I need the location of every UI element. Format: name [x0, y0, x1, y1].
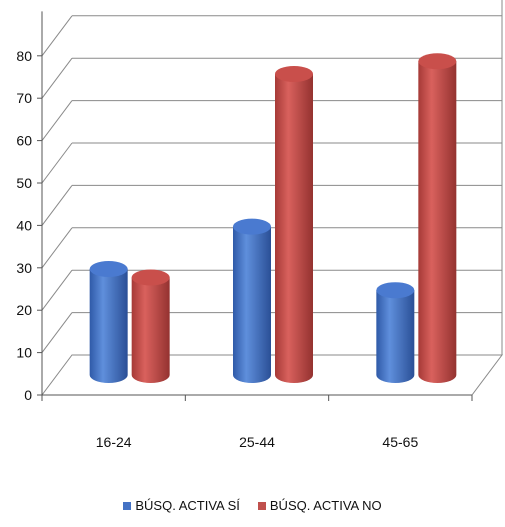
legend-swatch-no: [257, 501, 266, 510]
bars: [89, 53, 457, 384]
bar-25-44-si: [233, 218, 271, 383]
gridline-diag: [41, 269, 73, 311]
bar-body: [275, 73, 313, 384]
y-tick-labels: 0 10 20 30 40 50 60 70 80: [16, 48, 32, 403]
bar-body: [418, 61, 457, 384]
bar-45-65-no: [418, 53, 457, 384]
bar-top: [233, 218, 271, 235]
y-tick-label: 30: [16, 260, 32, 276]
gridline-diag: [41, 142, 73, 184]
bar-top: [418, 53, 457, 70]
bar-top: [376, 282, 415, 299]
bar-16-24-no: [131, 269, 170, 383]
y-tick-label: 0: [24, 387, 32, 403]
gridline-diag: [41, 57, 73, 99]
legend-item-si: BÚSQ. ACTIVA SÍ: [123, 498, 240, 513]
bar-body: [233, 226, 271, 383]
x-tick-label: 16-24: [96, 434, 132, 450]
y-tick-label: 20: [16, 302, 32, 318]
y-tick-label: 10: [16, 345, 32, 361]
gridline-diag: [41, 185, 73, 226]
legend-label-no: BÚSQ. ACTIVA NO: [269, 498, 382, 513]
y-tick-label: 60: [16, 133, 32, 149]
bar-25-44-no: [275, 65, 313, 384]
x-tick-label: 45-65: [382, 434, 418, 450]
legend-swatch-si: [123, 501, 132, 510]
y-tick-label: 40: [16, 217, 32, 233]
category-labels: 16-24 25-44 45-65: [96, 434, 419, 450]
bar-45-65-si: [376, 282, 415, 383]
bar-body: [89, 269, 128, 383]
y-tick-label: 80: [16, 48, 32, 64]
bar-top: [275, 65, 313, 82]
gridline-diag: [41, 312, 73, 353]
x-tick-label: 25-44: [239, 434, 275, 450]
y-tick-label: 50: [16, 175, 32, 191]
bar-top: [131, 269, 170, 286]
legend-label-si: BÚSQ. ACTIVA SÍ: [135, 498, 240, 513]
bar-16-24-si: [89, 261, 128, 383]
gridline-diag: [41, 15, 73, 57]
bar-top: [89, 261, 128, 277]
bar-body: [376, 290, 415, 383]
gridline-diag: [41, 100, 73, 141]
y-tick-label: 70: [16, 90, 32, 106]
axes: [37, 11, 473, 401]
legend: BÚSQ. ACTIVA SÍ BÚSQ. ACTIVA NO: [0, 498, 505, 513]
legend-item-no: BÚSQ. ACTIVA NO: [257, 498, 382, 513]
gridline-diag: [41, 227, 73, 269]
bar-body: [131, 277, 170, 383]
